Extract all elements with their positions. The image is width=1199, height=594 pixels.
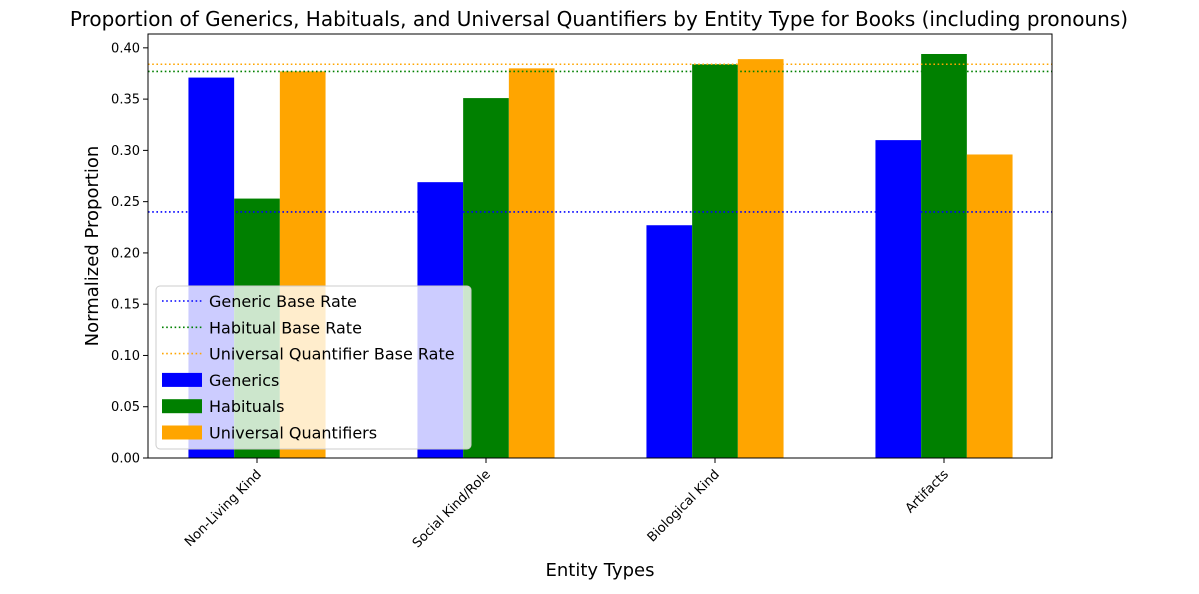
legend-label: Universal Quantifier Base Rate (209, 345, 455, 364)
bar-habituals-3 (921, 53, 967, 458)
legend-bar-swatch (162, 372, 202, 387)
legend-label: Universal Quantifiers (209, 424, 377, 443)
y-axis-label: Normalized Proportion (82, 146, 103, 347)
bar-habituals-2 (692, 64, 738, 459)
legend-bar-swatch (162, 399, 202, 414)
legend-label: Generics (209, 371, 279, 390)
bar-universal-quantifiers-3 (966, 154, 1013, 458)
y-tick-label: 0.15 (111, 298, 140, 313)
legend-label: Generic Base Rate (209, 292, 357, 311)
x-tick-label: Social Kind/Role (410, 467, 494, 551)
legend-box (155, 285, 472, 450)
y-tick-label: 0.10 (111, 349, 140, 364)
y-tick-label: 0.30 (111, 144, 140, 159)
plot-frame (147, 33, 1053, 459)
x-tick-label: Biological Kind (645, 467, 723, 545)
y-tick-label: 0.00 (111, 452, 140, 467)
x-axis-label: Entity Types (546, 560, 655, 581)
y-axis: 0.00 0.05 0.10 0.15 0.20 0.25 0.30 0.35 0.40 (111, 41, 148, 467)
x-tick-label: Artifacts (903, 467, 952, 516)
bar-generics-3 (875, 140, 922, 458)
legend-label: Habituals (209, 397, 284, 416)
x-axis: Non-Living Kind Social Kind/Role Biologica… (182, 458, 952, 551)
y-tick-label: 0.35 (111, 93, 140, 108)
y-tick-label: 0.05 (111, 400, 140, 415)
legend-label: Habitual Base Rate (209, 318, 362, 337)
x-tick-label: Non-Living Kind (182, 467, 265, 550)
y-tick-label: 0.40 (111, 41, 140, 56)
bar-universal-quantifiers-1 (508, 68, 555, 459)
legend: Generic Base Rate Habitual Base Rate Unive… (155, 285, 472, 450)
legend-bar-swatch (162, 425, 202, 440)
bar-universal-quantifiers-2 (737, 59, 784, 458)
bar-generics-2 (646, 225, 693, 458)
y-tick-label: 0.25 (111, 195, 140, 210)
y-tick-label: 0.20 (111, 246, 140, 261)
chart-title: Proportion of Generics, Habituals, and U… (70, 7, 1128, 31)
baselines-layer (148, 63, 1052, 213)
